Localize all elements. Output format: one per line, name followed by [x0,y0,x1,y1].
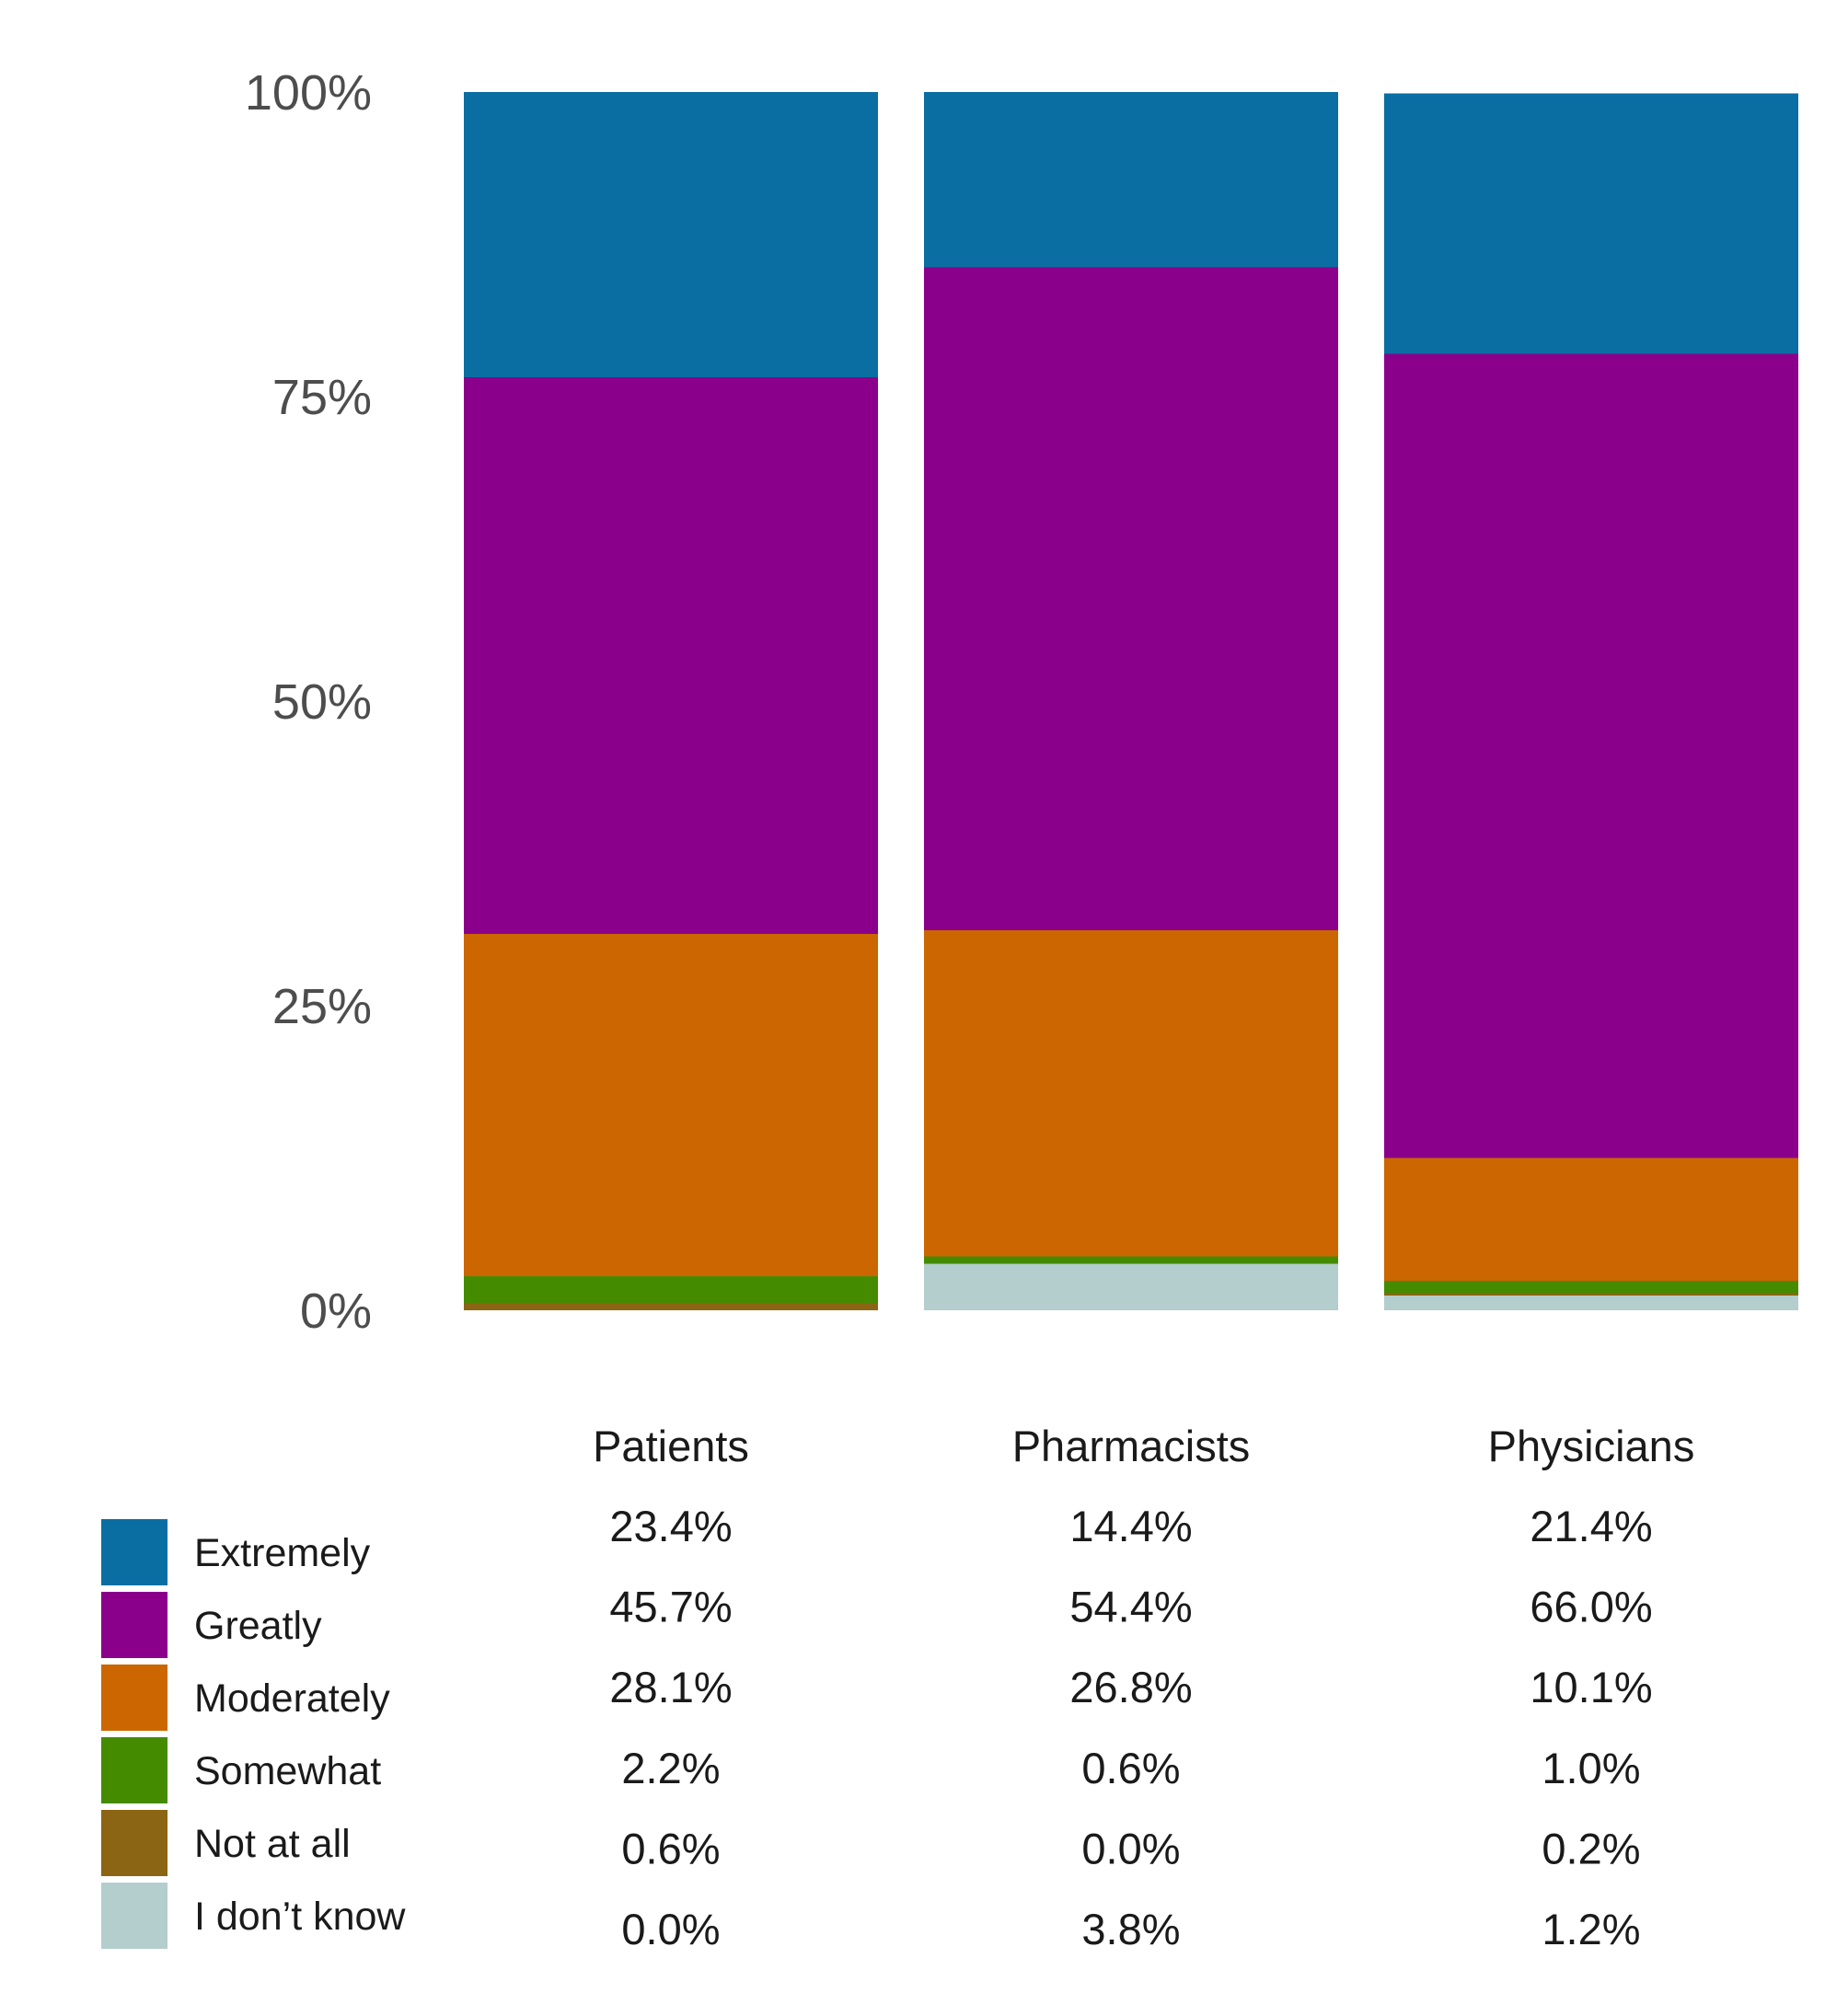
legend-swatch [101,1883,167,1949]
legend-label: Greatly [194,1604,322,1648]
legend-item-extremely: Extremely [101,1519,371,1585]
data-label-pharmacists-not-at-all: 0.0% [1081,1824,1180,1872]
legend-item-somewhat: Somewhat [101,1737,381,1803]
bar-segment-physicians-greatly [1384,353,1798,1158]
data-label-physicians-somewhat: 1.0% [1542,1744,1640,1792]
bar-segment-patients-somewhat [464,1275,878,1304]
legend-label: Somewhat [194,1749,381,1793]
bar-segment-patients-not-at-all [464,1303,878,1310]
legend-item-greatly: Greatly [101,1592,322,1658]
data-label-patients-extremely: 23.4% [609,1502,732,1550]
category-label-physicians: Physicians [1488,1422,1695,1470]
data-label-pharmacists-i-don-t-know: 3.8% [1081,1905,1180,1953]
bar-segment-pharmacists-greatly [924,267,1338,930]
legend-label: Not at all [194,1822,351,1866]
data-label-pharmacists-extremely: 14.4% [1069,1502,1192,1550]
category-label-pharmacists: Pharmacists [1012,1422,1251,1470]
bar-segment-physicians-i-don-t-know [1384,1296,1798,1310]
legend-label: Moderately [194,1676,390,1721]
data-label-physicians-moderately: 10.1% [1530,1663,1652,1711]
data-label-patients-greatly: 45.7% [609,1583,732,1631]
bar-segment-pharmacists-somewhat [924,1256,1338,1264]
bar-segment-patients-extremely [464,92,878,377]
y-tick-label: 75% [272,370,372,425]
legend-swatch [101,1592,167,1658]
y-tick-label: 25% [272,979,372,1034]
legend-swatch [101,1737,167,1803]
bar-stack-physicians [1384,93,1798,1310]
y-axis: 0% 25% 50% 75% 100% [245,65,372,1339]
data-label-pharmacists-moderately: 26.8% [1069,1663,1192,1711]
data-label-physicians-not-at-all: 0.2% [1542,1824,1640,1872]
legend-swatch [101,1665,167,1731]
data-label-physicians-i-don-t-know: 1.2% [1542,1905,1640,1953]
bar-segment-pharmacists-extremely [924,92,1338,268]
data-label-patients-moderately: 28.1% [609,1663,732,1711]
legend-item-moderately: Moderately [101,1665,390,1731]
data-label-pharmacists-somewhat: 0.6% [1081,1744,1180,1792]
bar-segment-pharmacists-moderately [924,929,1338,1257]
data-label-patients-not-at-all: 0.6% [621,1824,720,1872]
legend-swatch [101,1810,167,1876]
legend-swatch [101,1519,167,1585]
data-label-patients-i-don-t-know: 0.0% [621,1905,720,1953]
category-label-patients: Patients [593,1422,749,1470]
bar-stacks [464,92,1798,1310]
legend: Extremely Greatly Moderately Somewhat Not at… [101,1519,406,1949]
bar-stack-patients [464,92,878,1310]
bar-segment-physicians-somewhat [1384,1281,1798,1294]
data-label-patients-somewhat: 2.2% [621,1744,720,1792]
data-label-physicians-greatly: 66.0% [1530,1583,1652,1631]
y-tick-label: 0% [300,1284,372,1339]
legend-item-i-don-t-know: I don’t know [101,1883,406,1949]
bar-segment-pharmacists-i-don-t-know [924,1263,1338,1310]
legend-item-not-at-all: Not at all [101,1810,351,1876]
value-table: Patients Pharmacists Physicians 23.4% 14.4% 2… [593,1422,1694,1953]
bar-segment-physicians-moderately [1384,1158,1798,1282]
bar-segment-physicians-extremely [1384,93,1798,354]
data-label-pharmacists-greatly: 54.4% [1069,1583,1192,1631]
bar-segment-patients-moderately [464,933,878,1276]
y-tick-label: 50% [272,674,372,730]
bar-stack-pharmacists [924,92,1338,1310]
bar-segment-physicians-not-at-all [1384,1293,1798,1296]
data-label-physicians-extremely: 21.4% [1530,1502,1652,1550]
legend-label: I don’t know [194,1895,406,1939]
y-tick-label: 100% [245,65,372,121]
bar-segment-patients-greatly [464,376,878,934]
legend-label: Extremely [194,1531,371,1575]
